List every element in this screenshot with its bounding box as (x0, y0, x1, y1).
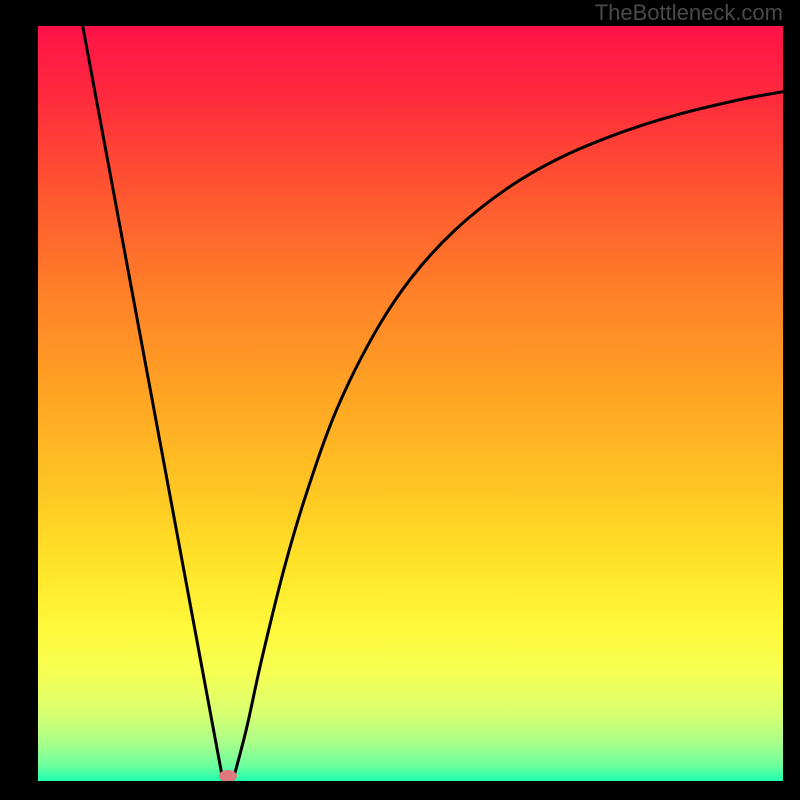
chart-root: TheBottleneck.com (0, 0, 800, 800)
attribution-text: TheBottleneck.com (595, 0, 783, 25)
optimal-marker (219, 770, 237, 782)
chart-svg: TheBottleneck.com (0, 0, 800, 800)
gradient-background (38, 26, 783, 781)
plot-area (38, 26, 783, 782)
